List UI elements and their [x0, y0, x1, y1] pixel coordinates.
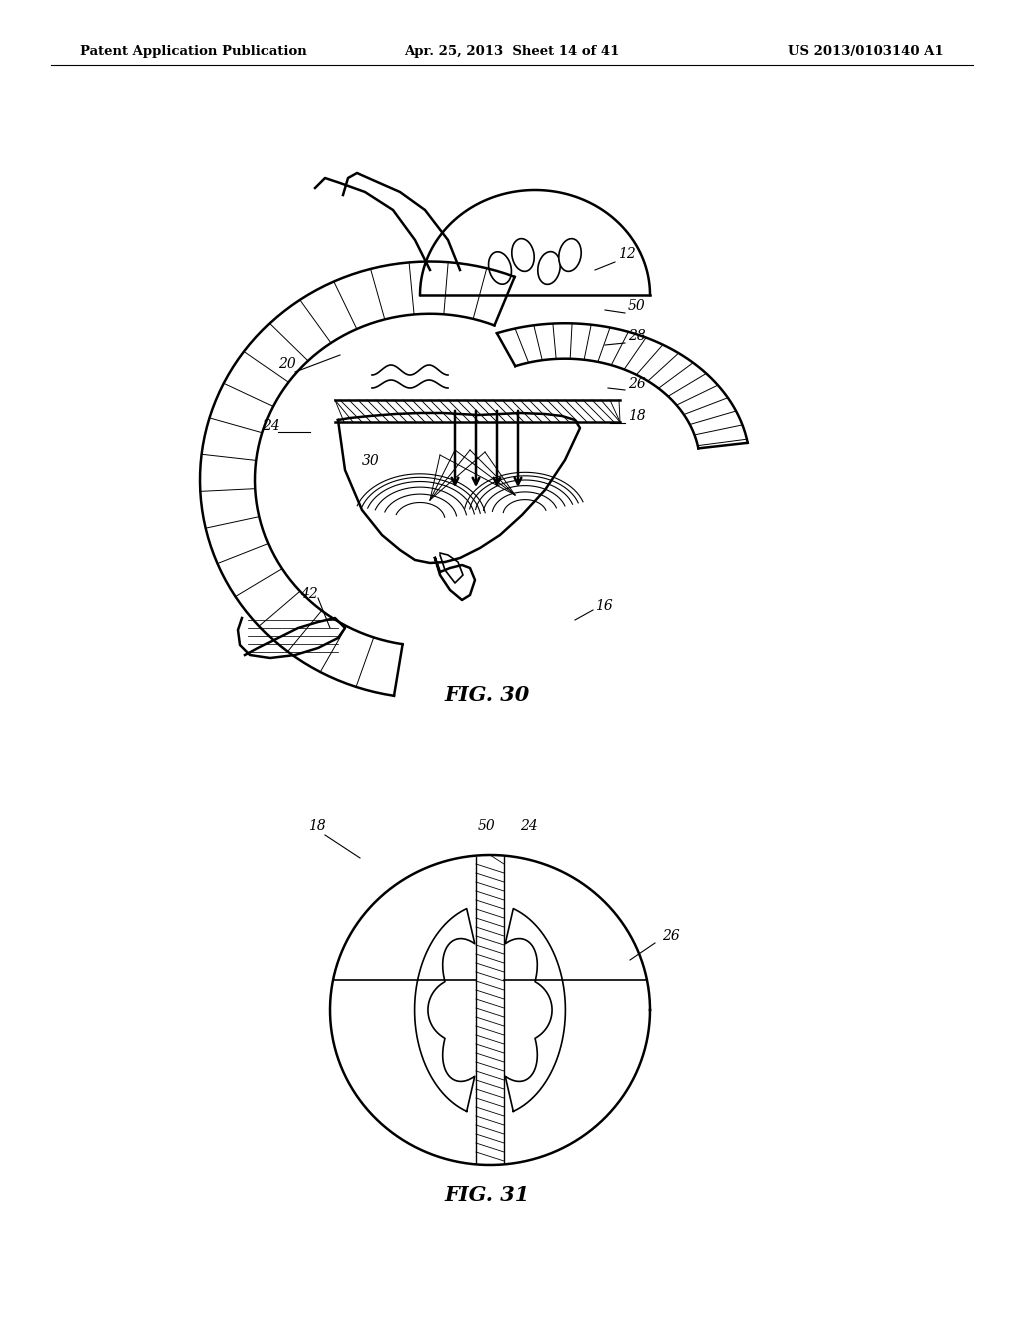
Text: 26: 26 — [662, 929, 680, 942]
Text: 28: 28 — [628, 329, 646, 343]
Text: FIG. 30: FIG. 30 — [444, 685, 529, 705]
Ellipse shape — [538, 252, 560, 284]
Text: Apr. 25, 2013  Sheet 14 of 41: Apr. 25, 2013 Sheet 14 of 41 — [404, 45, 620, 58]
Text: 18: 18 — [628, 409, 646, 422]
Text: 20: 20 — [278, 356, 296, 371]
Text: FIG. 31: FIG. 31 — [444, 1185, 529, 1205]
Text: 26: 26 — [628, 378, 646, 391]
Ellipse shape — [512, 239, 535, 272]
Text: 24: 24 — [520, 818, 538, 833]
Ellipse shape — [559, 239, 582, 272]
Text: 42: 42 — [300, 587, 317, 601]
Text: 50: 50 — [628, 300, 646, 313]
Text: 16: 16 — [595, 599, 612, 612]
Text: Patent Application Publication: Patent Application Publication — [80, 45, 307, 58]
Text: 18: 18 — [308, 818, 326, 833]
Ellipse shape — [488, 252, 511, 284]
Text: 30: 30 — [362, 454, 380, 469]
Text: US 2013/0103140 A1: US 2013/0103140 A1 — [788, 45, 944, 58]
Text: 24: 24 — [262, 418, 280, 433]
Text: 50: 50 — [478, 818, 496, 833]
Text: 12: 12 — [618, 247, 636, 261]
